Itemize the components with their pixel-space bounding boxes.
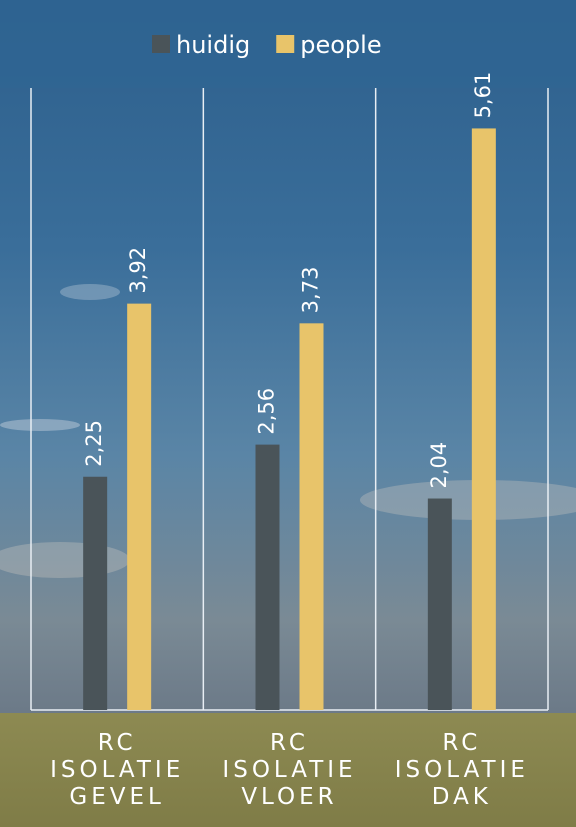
bar — [427, 498, 452, 710]
bar — [127, 303, 152, 710]
bar — [255, 444, 280, 710]
cloud — [60, 284, 120, 300]
value-label: 2,56 — [255, 388, 279, 435]
bar — [83, 476, 108, 710]
value-label: 2,25 — [82, 420, 106, 467]
bar — [299, 323, 324, 710]
x-tick-label: RC ISOLATIE GEVEL — [50, 730, 185, 810]
value-label: 3,92 — [126, 247, 150, 294]
ground — [0, 713, 576, 827]
x-tick-label: RC ISOLATIE VLOER — [222, 730, 357, 810]
x-tick-label: RC ISOLATIE DAK — [394, 730, 529, 810]
bar — [471, 128, 496, 710]
value-label: 2,04 — [427, 442, 451, 489]
value-label: 3,73 — [299, 267, 323, 314]
legend-label: huidig — [176, 31, 250, 59]
cloud — [360, 480, 576, 520]
legend-swatch — [276, 35, 295, 53]
value-label: 5,61 — [471, 72, 495, 119]
cloud — [0, 419, 80, 431]
legend-label: people — [300, 31, 381, 59]
legend-swatch — [152, 35, 170, 53]
cloud — [0, 542, 130, 578]
